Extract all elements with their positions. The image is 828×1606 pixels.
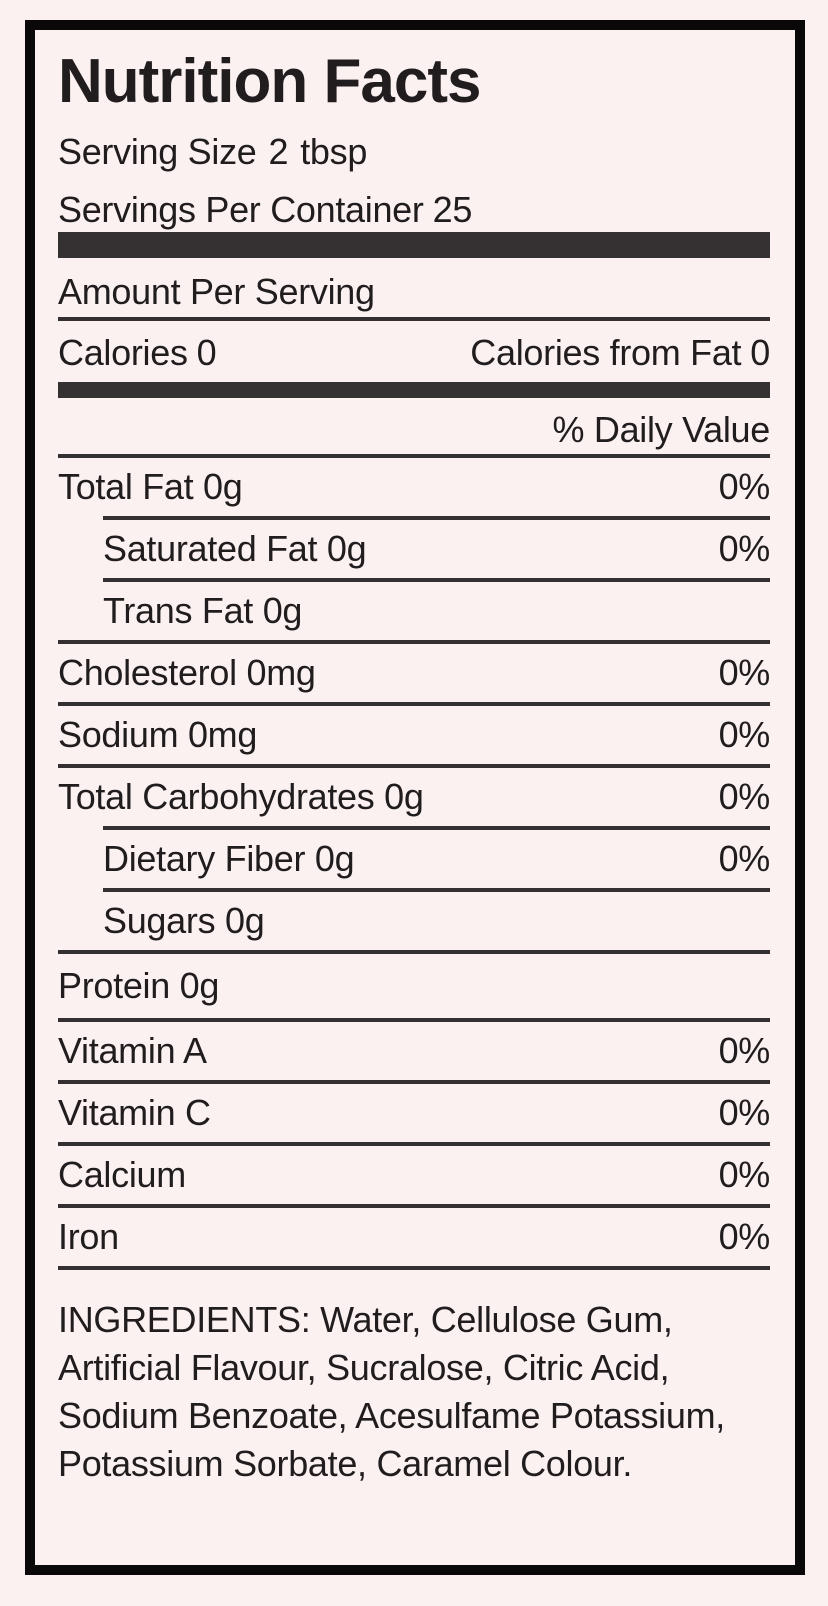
nutrient-row-sugars: Sugars 0g bbox=[58, 892, 770, 954]
calories-group: Calories 0 bbox=[58, 332, 217, 373]
nutrient-row-trans-fat: Trans Fat 0g bbox=[58, 582, 770, 644]
nutrient-label: Sodium 0mg bbox=[58, 714, 258, 755]
nutrient-row-dietary-fiber: Dietary Fiber 0g 0% bbox=[58, 830, 770, 892]
nutrient-label: Total Carbohydrates 0g bbox=[58, 776, 424, 817]
nutrient-label: Vitamin A bbox=[58, 1030, 207, 1071]
nutrient-label: Saturated Fat 0g bbox=[103, 528, 367, 569]
nutrient-label: Vitamin C bbox=[58, 1092, 211, 1133]
nutrient-row-saturated-fat: Saturated Fat 0g 0% bbox=[58, 520, 770, 582]
nutrient-percent: 0% bbox=[718, 1030, 771, 1071]
nutrient-label: Trans Fat 0g bbox=[103, 590, 303, 631]
nutrient-percent: 0% bbox=[718, 466, 771, 507]
calories-label: Calories bbox=[58, 332, 188, 373]
nutrient-percent: 0% bbox=[718, 1154, 771, 1195]
nutrient-percent: 0% bbox=[718, 652, 771, 693]
nutrient-row-total-carbohydrates: Total Carbohydrates 0g 0% bbox=[58, 768, 770, 830]
serving-size-unit: tbsp bbox=[300, 131, 368, 172]
serving-size-quantity: 2 bbox=[268, 131, 289, 172]
nutrient-row-calcium: Calcium 0% bbox=[58, 1146, 770, 1208]
nutrient-label: Cholesterol 0mg bbox=[58, 652, 316, 693]
daily-value-header: % Daily Value bbox=[58, 410, 770, 458]
nutrient-row-iron: Iron 0% bbox=[58, 1208, 770, 1270]
calories-from-fat-label: Calories from Fat bbox=[470, 332, 742, 373]
nutrient-percent: 0% bbox=[718, 528, 771, 569]
nutrient-label: Iron bbox=[58, 1216, 119, 1257]
serving-size-label: Serving Size bbox=[58, 131, 257, 172]
nutrient-percent: 0% bbox=[718, 776, 771, 817]
servings-per-container-label: Servings Per Container bbox=[58, 189, 424, 230]
medium-divider-bar bbox=[58, 382, 770, 398]
nutrient-percent: 0% bbox=[718, 838, 771, 879]
nutrient-percent: 0% bbox=[718, 714, 771, 755]
amount-per-serving-header: Amount Per Serving bbox=[58, 272, 770, 321]
nutrition-facts-label: Nutrition Facts Serving Size 2 tbsp Servin… bbox=[25, 20, 805, 1575]
thick-divider-bar bbox=[58, 232, 770, 258]
calories-from-fat-value: 0 bbox=[750, 332, 770, 373]
calories-from-fat-group: Calories from Fat 0 bbox=[470, 333, 770, 373]
servings-per-container-value: 25 bbox=[432, 189, 473, 230]
nutrient-label: Total Fat 0g bbox=[58, 466, 243, 507]
calories-value: 0 bbox=[196, 332, 217, 373]
nutrient-row-protein: Protein 0g bbox=[58, 954, 770, 1022]
nutrient-label: Dietary Fiber 0g bbox=[103, 838, 355, 879]
nutrient-label: Protein 0g bbox=[58, 965, 220, 1006]
nutrient-row-total-fat: Total Fat 0g 0% bbox=[58, 458, 770, 520]
nutrient-percent: 0% bbox=[718, 1092, 771, 1133]
calories-row: Calories 0 Calories from Fat 0 bbox=[58, 333, 770, 373]
nutrition-facts-title: Nutrition Facts bbox=[58, 47, 481, 116]
nutrient-row-vitamin-c: Vitamin C 0% bbox=[58, 1084, 770, 1146]
nutrient-percent: 0% bbox=[718, 1216, 771, 1257]
nutrient-row-vitamin-a: Vitamin A 0% bbox=[58, 1022, 770, 1084]
nutrient-row-sodium: Sodium 0mg 0% bbox=[58, 706, 770, 768]
nutrient-row-cholesterol: Cholesterol 0mg 0% bbox=[58, 644, 770, 706]
servings-per-container-row: Servings Per Container 25 bbox=[58, 190, 770, 230]
serving-size-row: Serving Size 2 tbsp bbox=[58, 132, 770, 172]
ingredients-text: INGREDIENTS: Water, Cellulose Gum, Artif… bbox=[58, 1299, 725, 1484]
nutrient-label: Sugars 0g bbox=[103, 900, 265, 941]
nutrient-label: Calcium bbox=[58, 1154, 186, 1195]
